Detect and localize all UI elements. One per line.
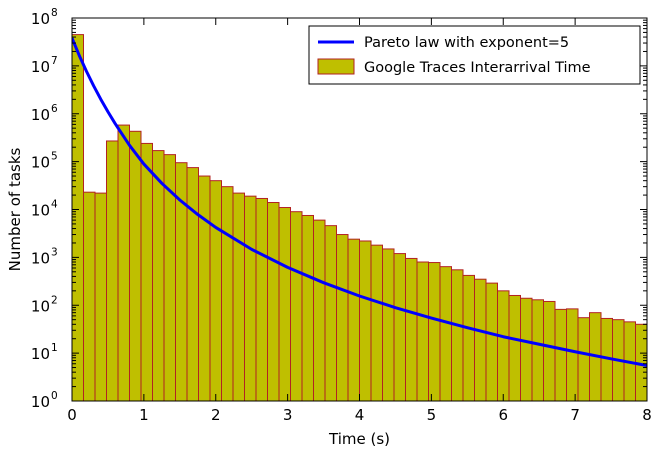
x-tick-label: 2 xyxy=(211,406,221,424)
axis-ticks xyxy=(71,17,648,402)
x-tick-label: 4 xyxy=(355,406,365,424)
x-tick-labels: 0 1 2 3 4 5 6 7 8 xyxy=(67,406,652,424)
histogram-bar xyxy=(554,308,567,402)
histogram-bar xyxy=(129,130,142,402)
y-tick-label: 10 xyxy=(31,154,50,172)
histogram-bar xyxy=(531,299,544,402)
histogram-bar xyxy=(347,238,360,402)
histogram-bar xyxy=(405,257,418,402)
y-tick-label: 10 xyxy=(31,393,50,411)
histogram-bar xyxy=(439,266,452,402)
pareto-line-layer xyxy=(72,37,647,368)
y-tick-label-exponent: 0 xyxy=(51,390,58,402)
legend-line-label: Pareto law with exponent=5 xyxy=(364,35,569,51)
legend: Pareto law with exponent=5 Google Traces… xyxy=(308,25,641,85)
histogram-bar xyxy=(324,225,337,402)
histogram-bar xyxy=(336,234,349,402)
y-tick-label-exponent: 7 xyxy=(51,55,58,67)
histogram-bar xyxy=(359,240,372,402)
y-tick-label: 10 xyxy=(31,202,50,220)
x-tick-label: 6 xyxy=(498,406,508,424)
histogram-bar xyxy=(474,278,487,402)
histogram-bar xyxy=(577,317,590,402)
y-tick-label-exponent: 2 xyxy=(51,294,58,306)
legend-box xyxy=(308,25,641,85)
y-tick-label-exponent: 4 xyxy=(51,199,58,211)
histogram-bar xyxy=(198,175,211,402)
histogram-bar xyxy=(508,294,521,402)
histogram-bar xyxy=(462,274,475,402)
y-tick-label-exponent: 1 xyxy=(51,342,58,354)
histogram-bar xyxy=(416,261,429,402)
histogram-bar xyxy=(497,290,510,402)
histogram-bar xyxy=(244,195,257,402)
histogram-bar xyxy=(232,192,245,402)
histogram-bar xyxy=(140,142,153,402)
y-tick-label: 10 xyxy=(31,249,50,267)
x-tick-label: 7 xyxy=(570,406,580,424)
histogram-bar xyxy=(543,300,556,402)
y-tick-label-exponent: 5 xyxy=(51,151,58,163)
histogram-bar xyxy=(267,202,280,402)
histogram-bar xyxy=(209,180,222,402)
y-tick-label-exponent: 8 xyxy=(51,7,58,19)
y-tick-label-exponent: 6 xyxy=(51,103,58,115)
legend-bar-label: Google Traces Interarrival Time xyxy=(364,60,591,76)
histogram-bar xyxy=(393,253,406,402)
histogram-bar xyxy=(566,308,579,402)
histogram-bar xyxy=(428,262,441,402)
y-tick-label-exponent: 3 xyxy=(51,246,58,258)
x-tick-label: 1 xyxy=(139,406,149,424)
legend-bar-swatch xyxy=(317,58,355,75)
x-tick-label: 8 xyxy=(642,406,652,424)
y-tick-label: 10 xyxy=(31,106,50,124)
y-tick-label: 10 xyxy=(31,345,50,363)
y-tick-label: 10 xyxy=(31,297,50,315)
histogram-bar xyxy=(94,192,107,402)
histogram-bars xyxy=(71,34,648,402)
histogram-bar xyxy=(520,297,533,402)
histogram-bar xyxy=(71,34,84,402)
y-tick-label: 10 xyxy=(31,10,50,28)
histogram-bar xyxy=(382,248,395,402)
pareto-line xyxy=(72,37,647,368)
histogram-bar xyxy=(370,244,383,402)
histogram-bar xyxy=(485,282,498,402)
y-tick-label: 10 xyxy=(31,58,50,76)
histogram-bar xyxy=(152,150,165,402)
histogram-bar xyxy=(301,214,314,402)
x-tick-label: 5 xyxy=(427,406,437,424)
histogram-bar xyxy=(83,191,96,402)
histogram-bar xyxy=(186,167,199,402)
histogram-bar xyxy=(106,140,119,402)
x-axis-label: Time (s) xyxy=(328,430,390,448)
histogram-bar xyxy=(313,219,326,402)
histogram-bar xyxy=(117,124,130,402)
x-tick-label: 3 xyxy=(283,406,293,424)
histogram-bar xyxy=(221,186,234,402)
histogram-bar xyxy=(451,269,464,402)
histogram-bar xyxy=(255,197,268,402)
y-axis-label: Number of tasks xyxy=(6,147,24,271)
x-tick-label: 0 xyxy=(67,406,77,424)
histogram-bar xyxy=(290,211,303,402)
histogram-bar xyxy=(278,207,291,402)
